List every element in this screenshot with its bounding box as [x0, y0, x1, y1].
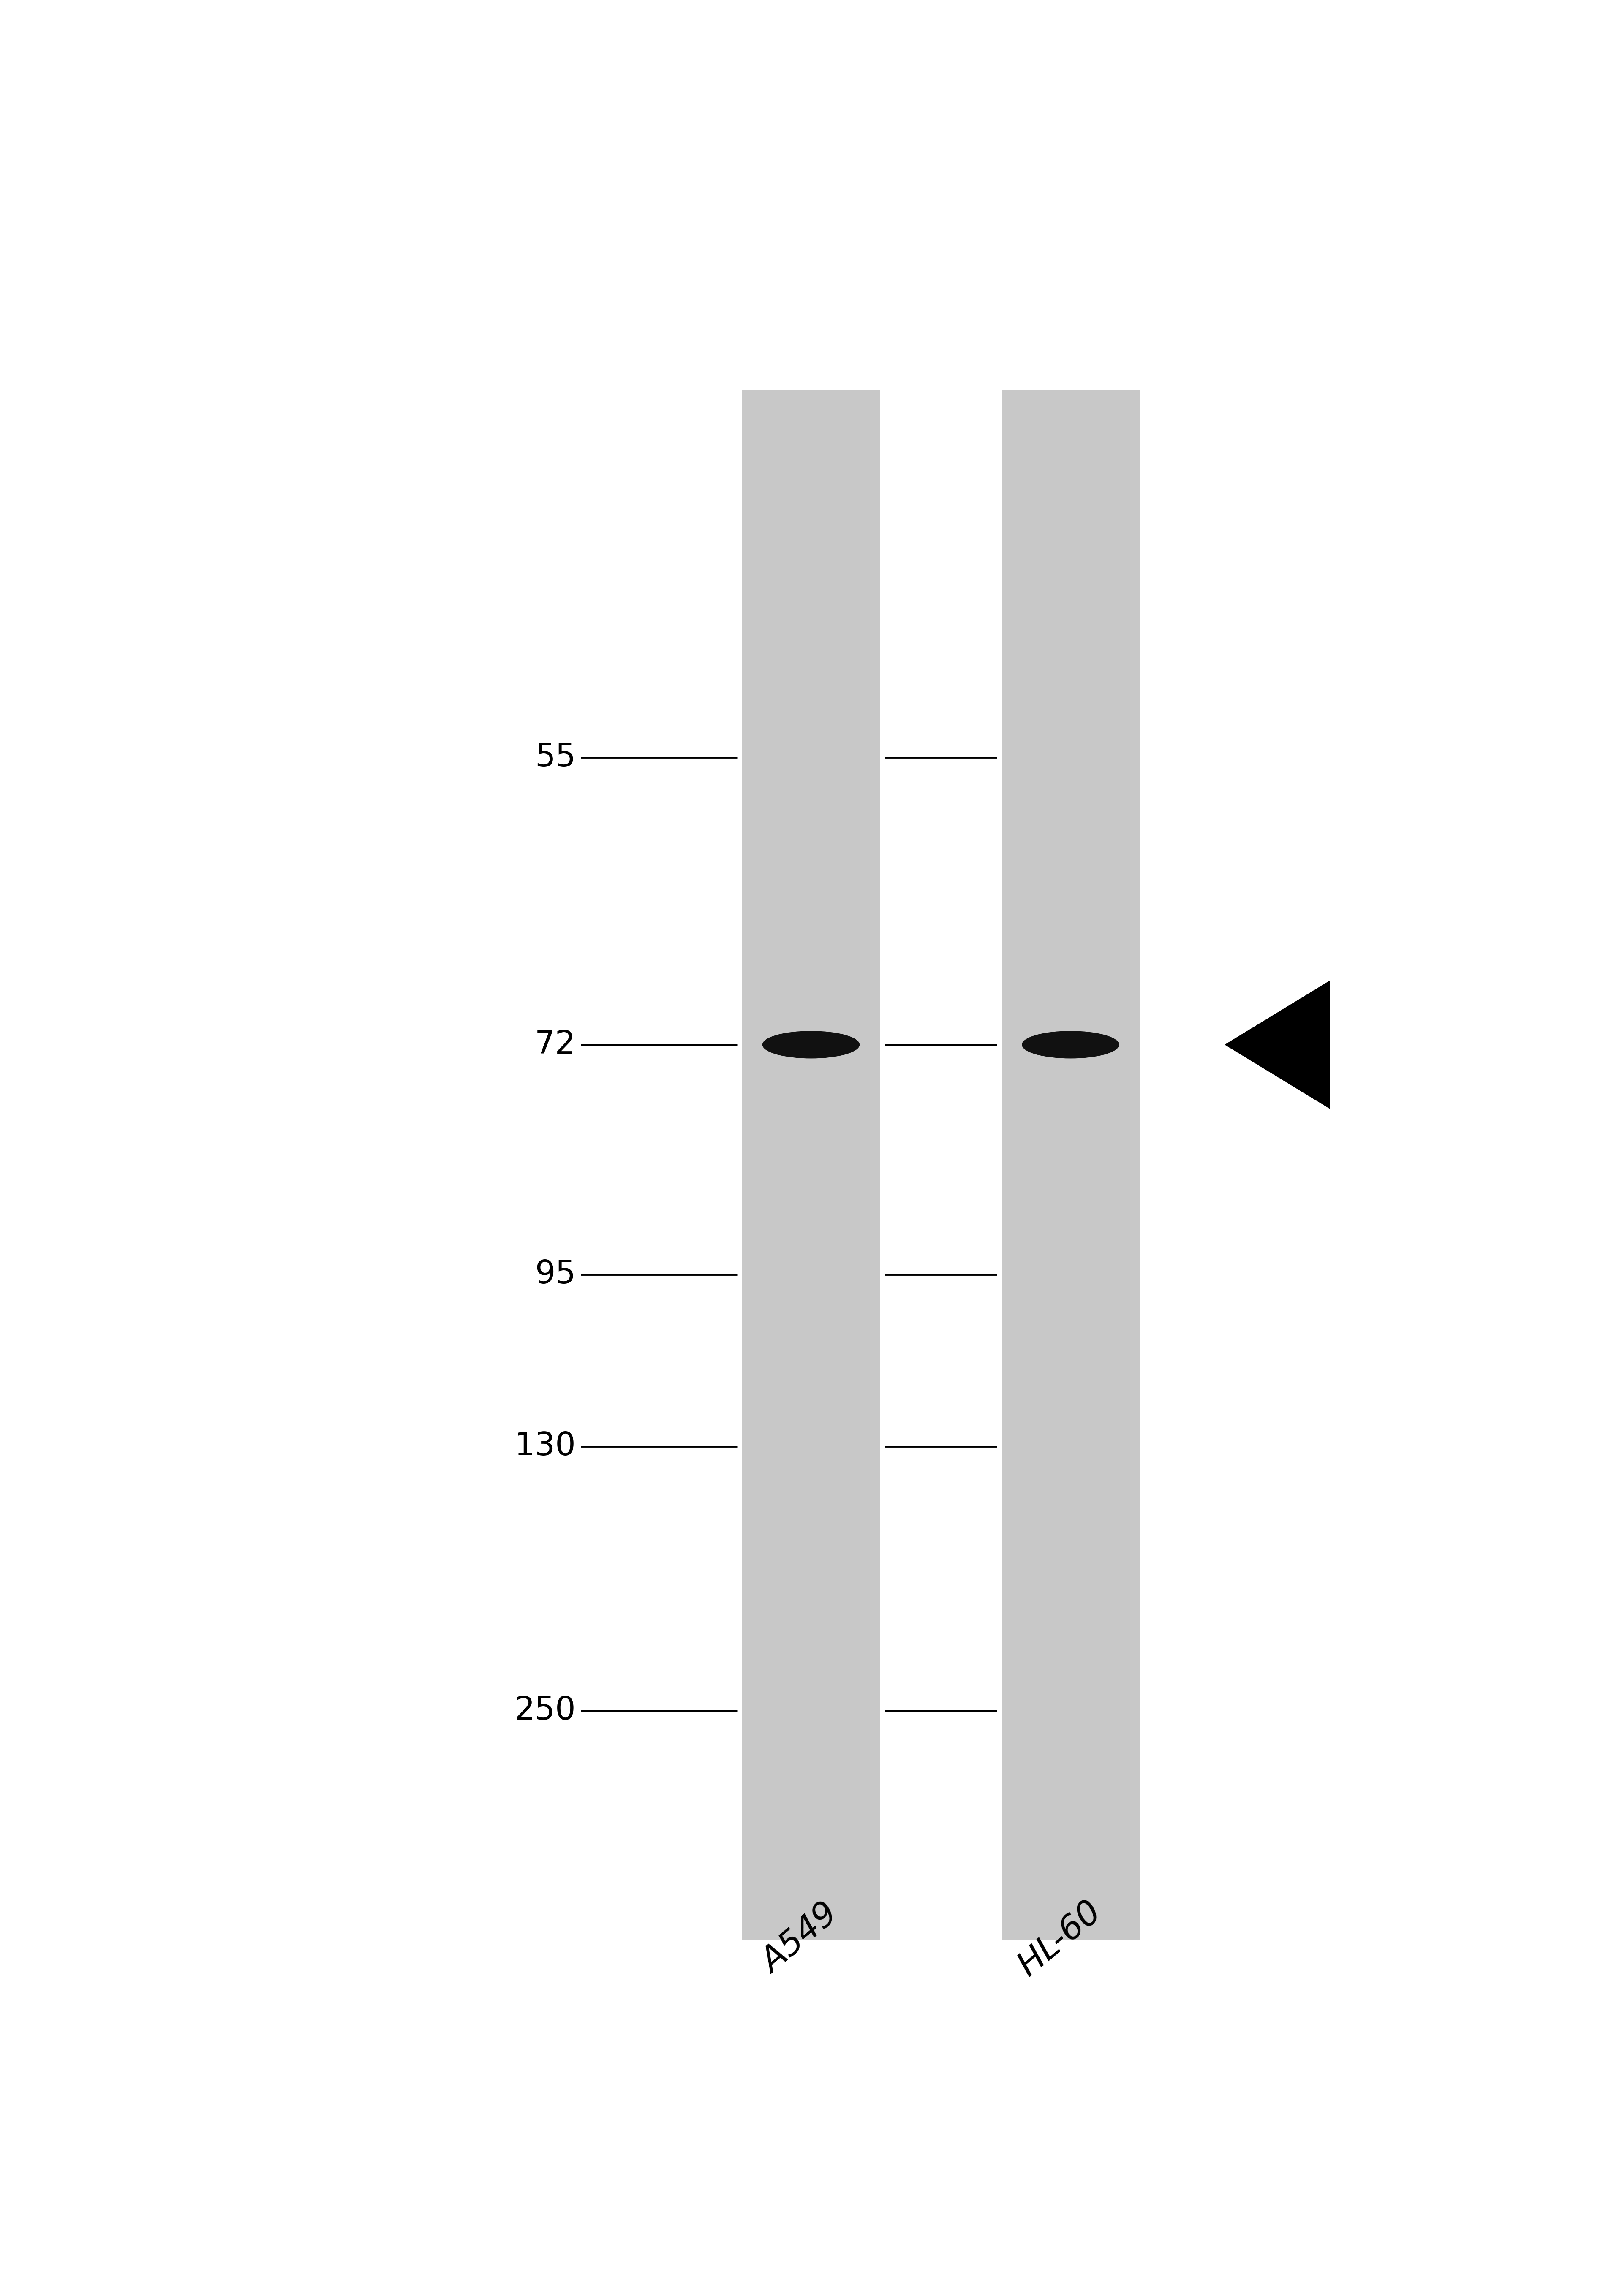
Text: HL-60: HL-60: [1012, 1894, 1108, 1984]
Text: 250: 250: [514, 1694, 576, 1727]
Text: 55: 55: [535, 742, 576, 774]
Polygon shape: [1225, 980, 1330, 1109]
Bar: [1002, 390, 1140, 1940]
Text: 72: 72: [535, 1029, 576, 1061]
Ellipse shape: [762, 1031, 860, 1058]
Ellipse shape: [1022, 1031, 1119, 1058]
Text: A549: A549: [756, 1899, 845, 1979]
Text: 130: 130: [514, 1430, 576, 1463]
Text: 95: 95: [535, 1258, 576, 1290]
Bar: [743, 390, 879, 1940]
